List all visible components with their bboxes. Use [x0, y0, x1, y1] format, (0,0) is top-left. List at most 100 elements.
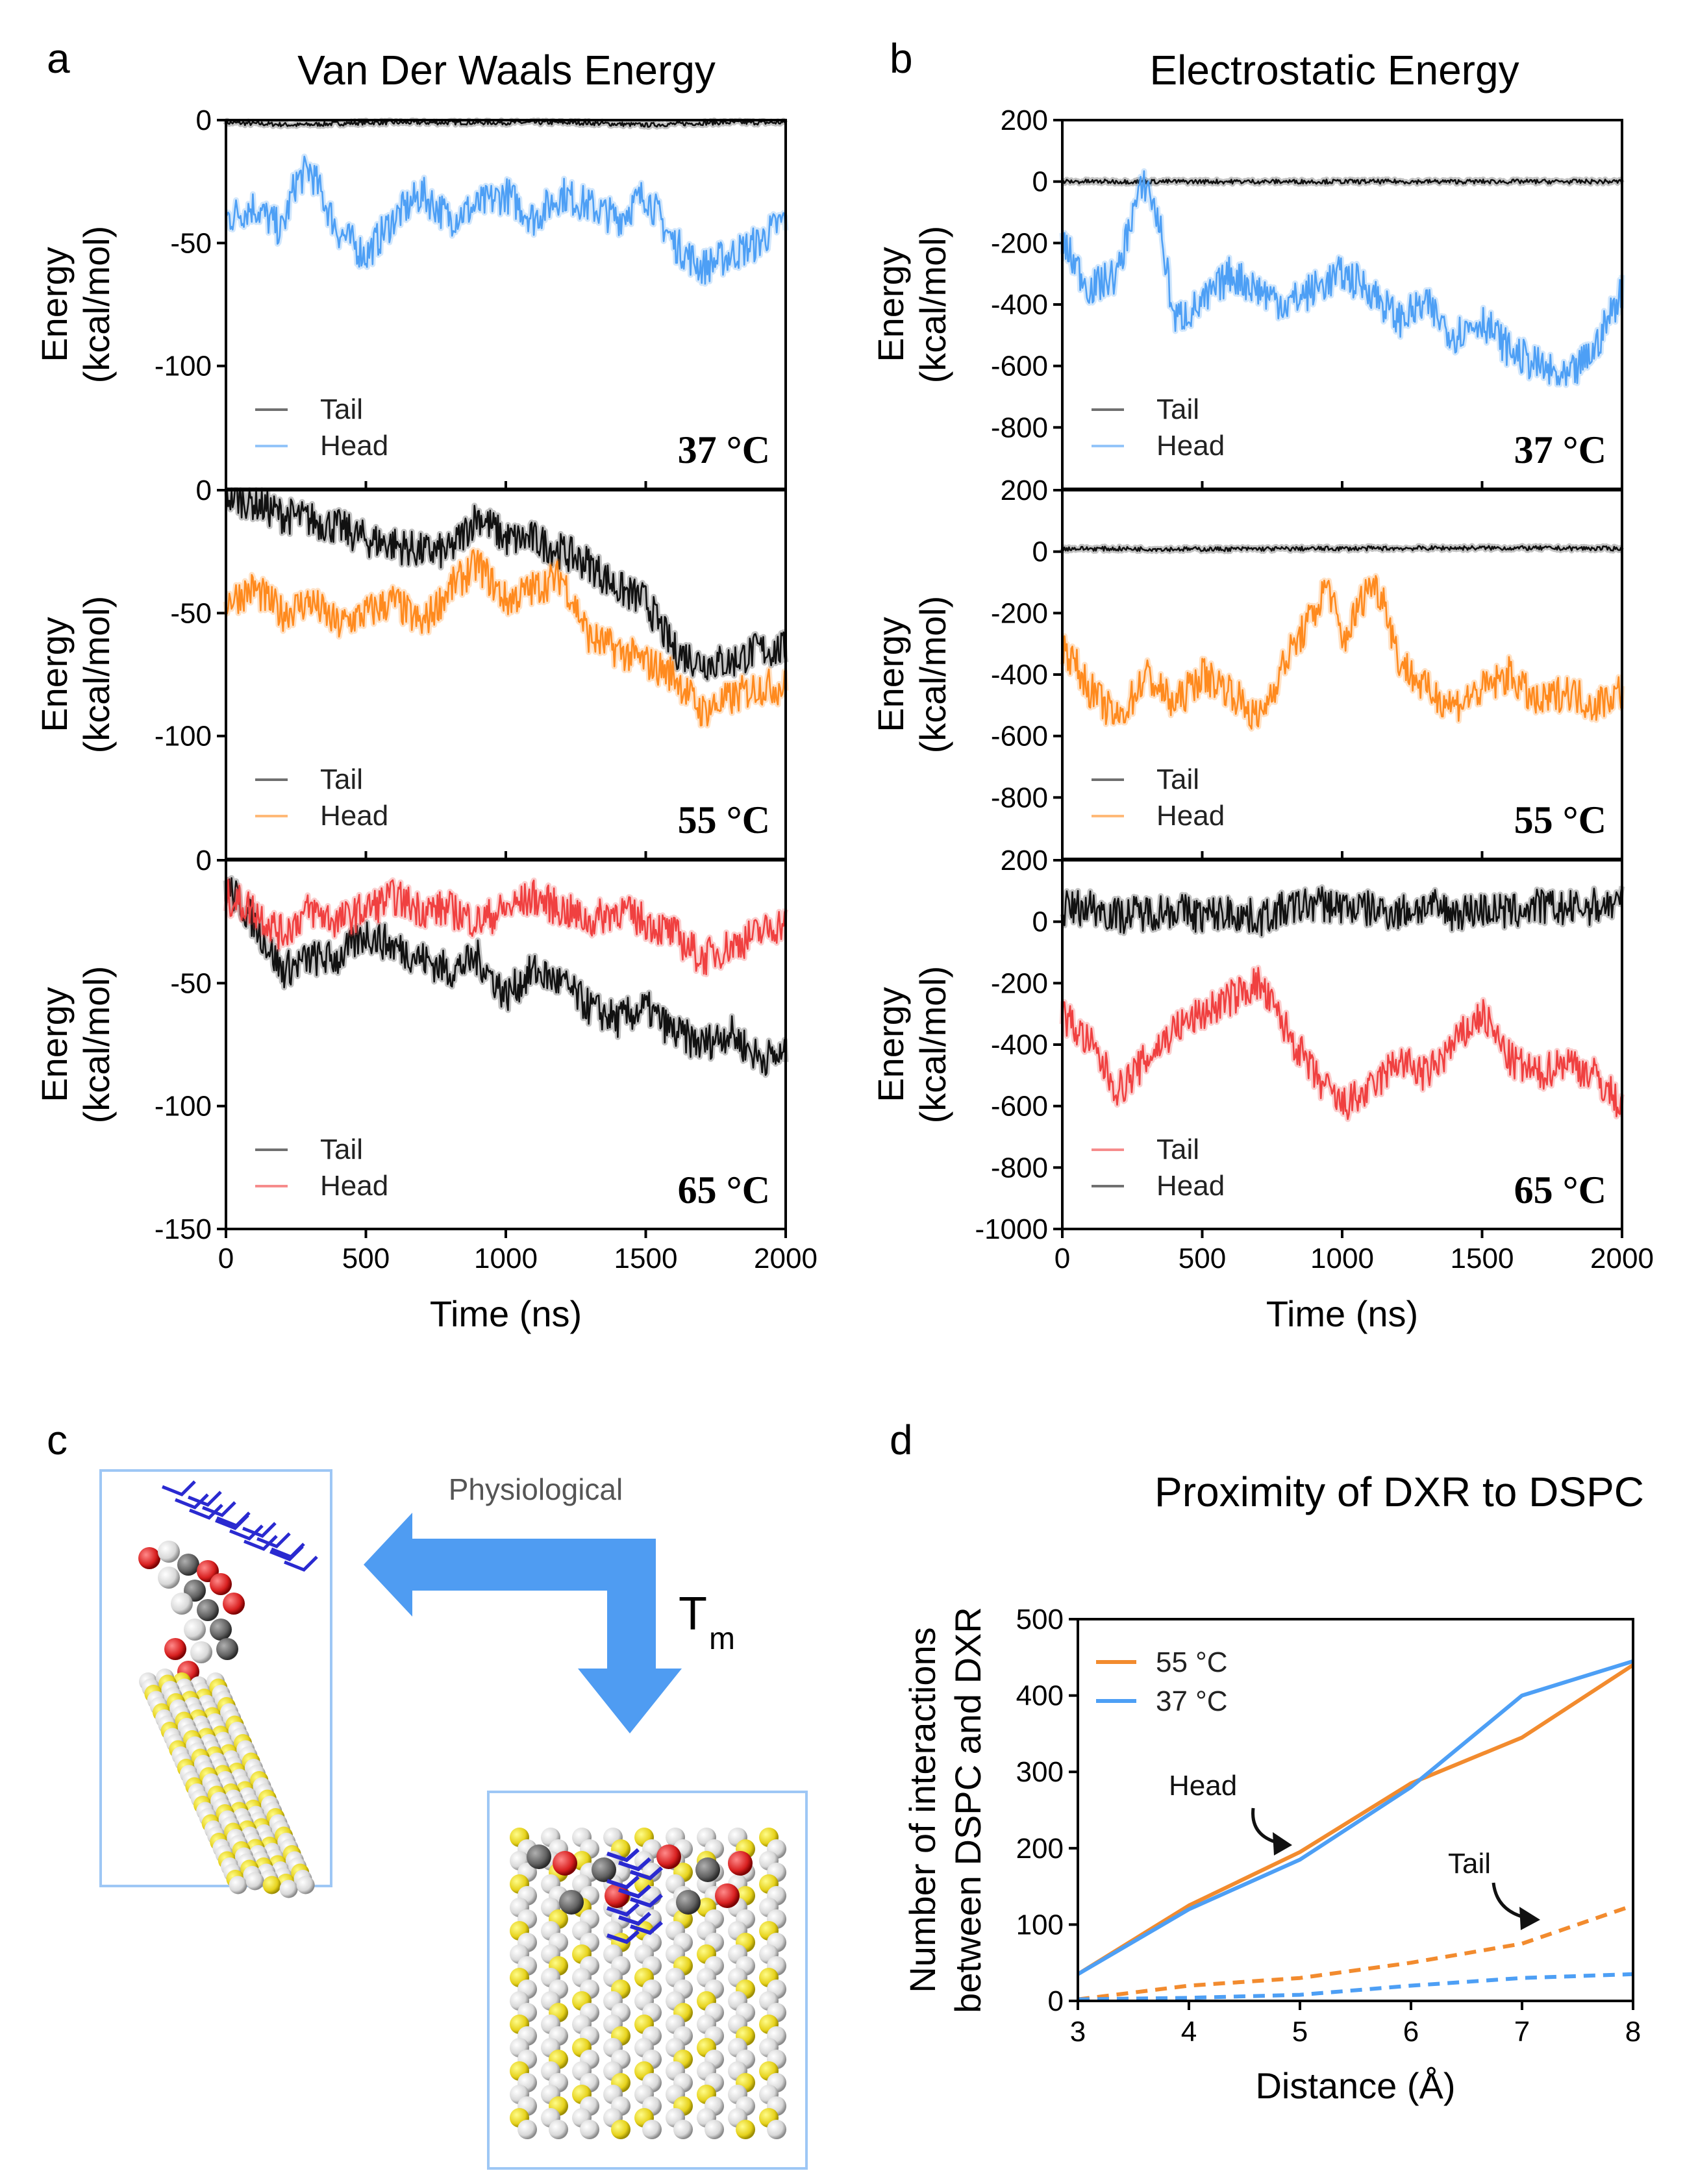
y-tick-label: -50 [170, 597, 212, 629]
dxr-bond [606, 1848, 640, 1863]
y-tick-label: -400 [991, 659, 1048, 691]
atom [642, 2120, 662, 2139]
proximity-chart: 0 100 200 300 400 500 3 4 5 6 7 8 Distance (Å) Number… [902, 1604, 1641, 2106]
x-axis-title: Distance (Å) [1255, 2065, 1455, 2106]
atom [190, 1641, 212, 1663]
dxr-bond [175, 1493, 209, 1509]
dxr-bond [606, 1930, 640, 1944]
tail-arrowhead [1519, 1907, 1540, 1930]
y-tick-label: 0 [1032, 906, 1048, 938]
atom [229, 1876, 247, 1894]
dxr-bond [271, 1543, 305, 1559]
y-axis-subtitle: (kcal/mol) [912, 226, 953, 384]
legend-label: Head [320, 800, 388, 832]
x-tick-label: 8 [1625, 2016, 1641, 2048]
legend-label: Tail [1156, 393, 1199, 425]
atom [210, 1573, 232, 1595]
x-axis-title: Time (ns) [1266, 1293, 1418, 1334]
y-axis-title: Energy [34, 987, 75, 1102]
y-tick-label: 200 [1016, 1833, 1064, 1865]
x-tick-label: 5 [1292, 2016, 1308, 2048]
head-arrowhead [1273, 1832, 1292, 1855]
temperature-label: 37 °C [678, 428, 770, 471]
x-tick-label: 0 [218, 1243, 234, 1274]
series-line-head [1061, 886, 1623, 937]
y-axis-title: Energy [34, 617, 75, 732]
atom [216, 1638, 238, 1660]
subplot-55: 200 0 -200 -400 -600 -800 Tail Head 55 °C Energy(… [870, 475, 1625, 860]
temperature-label: 37 °C [1514, 428, 1606, 471]
dxr-bond [229, 1524, 264, 1541]
panel-letter-c: c [47, 1417, 68, 1463]
x-tick-label: 3 [1070, 2016, 1086, 2048]
y-tick-label: 200 [1001, 105, 1048, 136]
y-tick-label: 300 [1016, 1756, 1064, 1788]
y-tick-label: -600 [991, 351, 1048, 382]
dxr-bond [284, 1556, 318, 1572]
x-tick-label: 7 [1514, 2016, 1530, 2048]
dxr-molecule [606, 1848, 663, 1944]
vdw-title: Van Der Waals Energy [297, 47, 716, 93]
atom [736, 2120, 755, 2139]
dxr-bond [188, 1491, 222, 1507]
subplot-37: 0 -50 -100 Tail Head 37 °C Energy (kcal/mol) [34, 105, 789, 490]
x-tick-label: 2000 [1590, 1243, 1654, 1274]
elec-title: Electrostatic Energy [1149, 47, 1519, 93]
tm-lipid-box [487, 1791, 808, 2170]
series-line-head [225, 155, 787, 285]
line-55-c-head [1077, 1663, 1634, 1976]
x-tick-label: 2000 [754, 1243, 818, 1274]
x-tick-label: 0 [1055, 1243, 1070, 1274]
x-tick-label: 500 [1179, 1243, 1226, 1274]
x-tick-label: 500 [342, 1243, 390, 1274]
atom [553, 1851, 577, 1876]
series-line-tail [225, 877, 787, 1076]
x-tick-label: 1000 [474, 1243, 538, 1274]
dxr-bond [618, 1884, 651, 1899]
x-tick-label: 6 [1403, 2016, 1419, 2048]
series-line-tail [226, 489, 787, 680]
dxr-bond [189, 1504, 223, 1520]
atom [527, 1844, 551, 1869]
x-tick-label: 1000 [1310, 1243, 1374, 1274]
subplot-37: 200 0 -200 -400 -600 -800 Tail Head 37 °C Energy(… [870, 105, 1625, 490]
atom [549, 2120, 568, 2139]
y-tick-label: -600 [991, 721, 1048, 752]
y-tick-label: 100 [1016, 1909, 1064, 1941]
atom [171, 1593, 193, 1615]
y-axis-title: Energy [34, 247, 75, 362]
proximity-title: Proximity of DXR to DSPC [1155, 1469, 1644, 1515]
dxr-bond [618, 1911, 651, 1926]
plot-frame [225, 859, 787, 1230]
y-tick-label: -1000 [975, 1213, 1048, 1245]
y-tick-label: 200 [1001, 845, 1048, 876]
atom [197, 1599, 219, 1621]
subplot-55: 0 -50 -100 Tail Head 55 °C Energy (kcal/mol) [34, 475, 789, 860]
atom [223, 1593, 245, 1615]
y-axis-subtitle: (kcal/mol) [912, 596, 953, 754]
y-tick-label: -200 [991, 967, 1048, 999]
y-tick-label: 0 [196, 845, 212, 876]
physiological-label: Physiological [449, 1472, 623, 1506]
atom [676, 1890, 701, 1915]
dxr-molecule [162, 1480, 318, 1572]
atom [673, 2120, 693, 2139]
y-tick-label: -100 [155, 351, 212, 382]
legend-label: Head [1156, 800, 1225, 832]
plot-frame [1077, 1618, 1634, 2002]
y-axis-subtitle: (kcal/mol) [76, 226, 117, 384]
series-line-tail [1062, 178, 1623, 185]
legend-label: Head [1156, 430, 1225, 462]
panel-letter-a: a [47, 35, 70, 82]
y-tick-label: 0 [1048, 1985, 1064, 2017]
atom [279, 1880, 298, 1898]
y-axis-subtitle: (kcal/mol) [912, 966, 953, 1124]
physiological-lipid-box [99, 1469, 332, 1887]
y-tick-label: -600 [991, 1091, 1048, 1123]
atom [715, 1883, 740, 1908]
y-tick-label: 400 [1016, 1680, 1064, 1712]
plot-frame [1061, 859, 1623, 1230]
dxr-bond [256, 1532, 291, 1548]
